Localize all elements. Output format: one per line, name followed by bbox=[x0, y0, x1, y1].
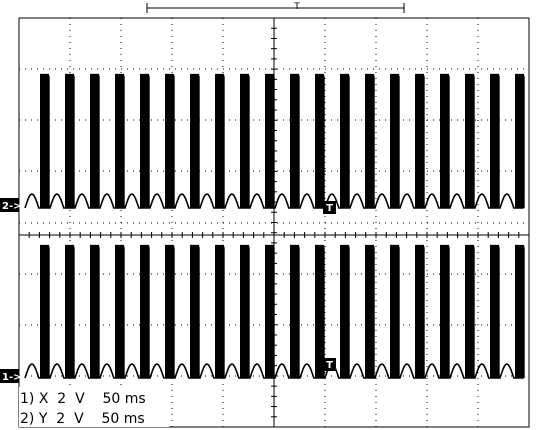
timebase-cursor[interactable]: T bbox=[146, 2, 405, 13]
timebase-cursor-label: T bbox=[293, 2, 300, 12]
channel-1-marker[interactable]: 1-> bbox=[0, 369, 22, 383]
graticule bbox=[18, 17, 530, 428]
channel-1-trigger-marker[interactable]: T bbox=[323, 358, 336, 371]
channel-2-readout: 2) Y 2 V 50 ms bbox=[20, 411, 145, 427]
channel-2-marker[interactable]: 2-> bbox=[0, 198, 22, 212]
channel-2-trigger-label: T bbox=[326, 203, 333, 214]
readout-backdrop bbox=[19, 387, 169, 427]
channel-1-marker-label: 1-> bbox=[2, 372, 22, 383]
channel-1-readout: 1) X 2 V 50 ms bbox=[20, 391, 146, 407]
channel-1-trace bbox=[24, 244, 525, 379]
channel-2-trace bbox=[24, 73, 525, 209]
channel-1-trigger-label: T bbox=[326, 360, 333, 371]
channel-2-marker-label: 2-> bbox=[2, 201, 22, 212]
channel-2-waveform bbox=[24, 73, 525, 209]
channel-2-trigger-marker[interactable]: T bbox=[323, 201, 336, 214]
channel-1-waveform bbox=[24, 244, 525, 379]
